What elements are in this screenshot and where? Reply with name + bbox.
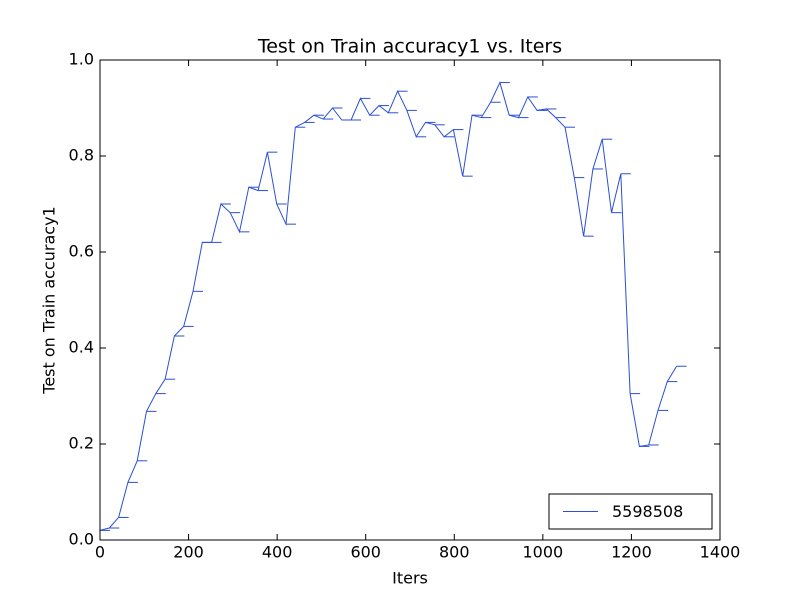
plot-frame (99, 59, 721, 541)
y-tick-label: 0.2 (69, 434, 94, 453)
y-tick-label: 0.4 (69, 338, 94, 357)
y-tick-label: 0.8 (69, 146, 94, 165)
x-tick-label: 1000 (522, 543, 563, 562)
x-tick-label: 1200 (611, 543, 652, 562)
x-axis-label: Iters (392, 569, 428, 588)
x-tick-label: 200 (173, 543, 204, 562)
x-tick-label: 1400 (700, 543, 741, 562)
x-tick-label: 600 (350, 543, 381, 562)
y-tick-label: 1.0 (69, 50, 94, 69)
chart-title: Test on Train accuracy1 vs. Iters (257, 36, 562, 58)
legend-label: 5598508 (612, 502, 683, 521)
y-tick-label: 0.0 (69, 530, 94, 549)
y-tick-label: 0.6 (69, 242, 94, 261)
x-tick-label: 800 (439, 543, 470, 562)
y-axis-label: Test on Train accuracy1 (40, 206, 59, 394)
x-tick-label: 400 (262, 543, 293, 562)
x-tick-label: 0 (95, 543, 105, 562)
